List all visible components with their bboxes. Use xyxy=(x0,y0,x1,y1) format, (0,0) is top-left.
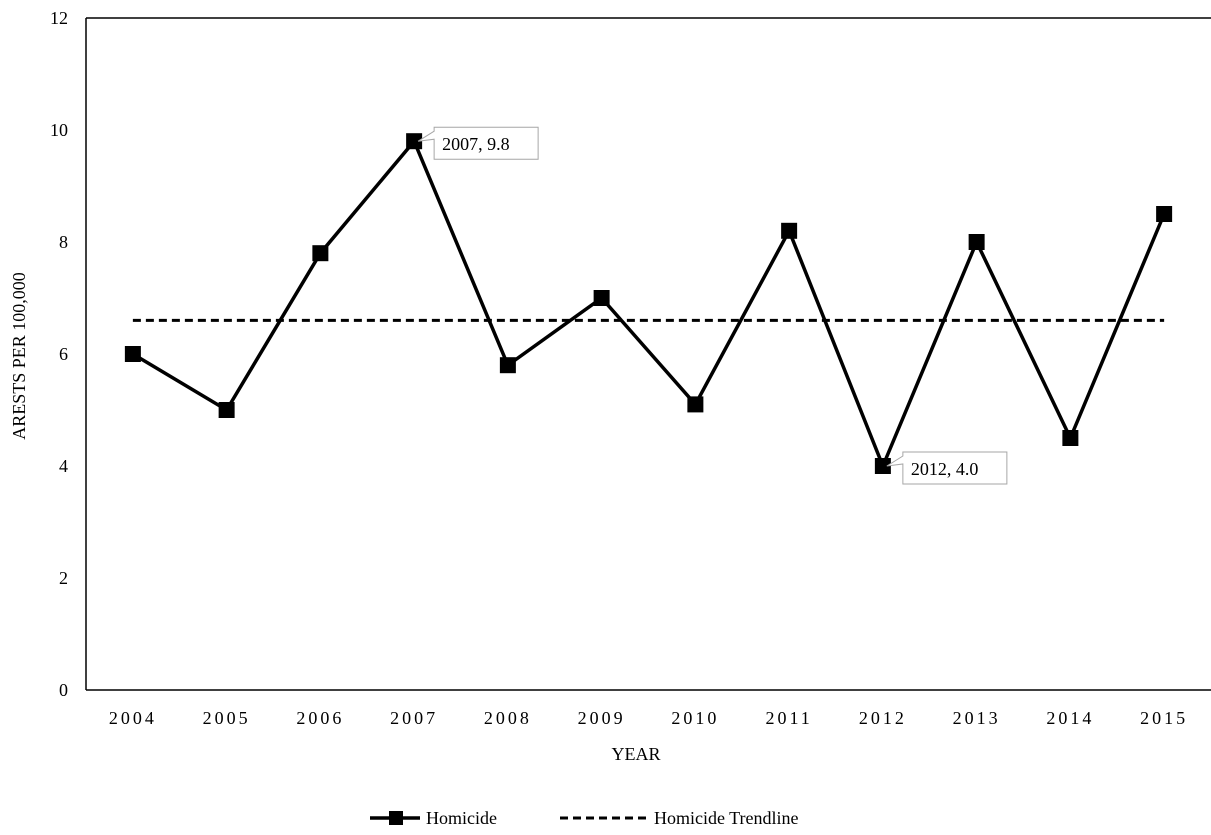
data-point xyxy=(874,458,891,474)
x-tick-label: 2008 xyxy=(484,708,532,728)
data-point xyxy=(406,133,423,150)
data-point xyxy=(968,234,985,250)
legend-homicide-label: Homicide xyxy=(426,808,497,828)
x-tick-label: 2010 xyxy=(671,708,719,728)
data-point xyxy=(687,396,704,413)
callout-box xyxy=(417,126,539,160)
annotations: 2007, 9.8 2012, 4.0 xyxy=(417,126,1008,485)
data-point xyxy=(499,357,516,374)
legend-item-homicide-trendline: Homicide Trendline xyxy=(560,808,799,828)
x-tick-label: 2009 xyxy=(578,708,626,728)
x-tick-label: 2013 xyxy=(953,708,1001,728)
callout: 2012, 4.0 xyxy=(886,451,1008,485)
legend-item-homicide: Homicide xyxy=(370,808,497,828)
data-point xyxy=(593,290,610,306)
data-point xyxy=(124,346,141,362)
x-tick-label: 2015 xyxy=(1140,708,1188,728)
legend-homicide-marker xyxy=(389,811,403,825)
x-tick-label: 2005 xyxy=(203,708,251,728)
x-tick-label: 2012 xyxy=(859,708,907,728)
callout: 2007, 9.8 xyxy=(417,126,539,160)
axes xyxy=(85,17,1211,691)
callout-label: 2007, 9.8 xyxy=(442,134,510,154)
x-tick-label: 2006 xyxy=(296,708,344,728)
data-point xyxy=(312,245,329,262)
y-tick-label: 12 xyxy=(50,8,68,28)
x-tick-label: 2004 xyxy=(109,708,157,728)
callout-box xyxy=(886,451,1008,485)
series-line xyxy=(131,137,1166,471)
x-tick-label: 2007 xyxy=(390,708,438,728)
y-tick-label: 6 xyxy=(59,344,68,364)
x-axis-label: YEAR xyxy=(612,744,661,764)
x-tick-label: 2011 xyxy=(765,708,812,728)
data-point xyxy=(218,402,235,418)
y-tick-label: 10 xyxy=(50,120,68,140)
y-tick-label: 0 xyxy=(59,680,68,700)
series-homicide xyxy=(124,133,1173,474)
y-tick-labels: 0 2 4 6 8 10 12 xyxy=(50,8,68,700)
x-tick-labels: 2004 2005 2006 2007 2008 2009 2010 2011 2012 2013… xyxy=(109,708,1188,728)
y-tick-label: 4 xyxy=(59,456,68,476)
data-point xyxy=(781,222,798,239)
callout-label: 2012, 4.0 xyxy=(911,459,979,479)
legend-trendline-label: Homicide Trendline xyxy=(654,808,799,828)
y-tick-label: 8 xyxy=(59,232,68,252)
series-layer xyxy=(124,133,1173,474)
x-tick-label: 2014 xyxy=(1046,708,1094,728)
data-point xyxy=(1156,206,1173,222)
y-axis-label: ARESTS PER 100,000 xyxy=(9,272,29,440)
data-point xyxy=(1062,430,1079,446)
legend: Homicide Homicide Trendline xyxy=(370,808,799,828)
y-tick-label: 2 xyxy=(59,568,68,588)
